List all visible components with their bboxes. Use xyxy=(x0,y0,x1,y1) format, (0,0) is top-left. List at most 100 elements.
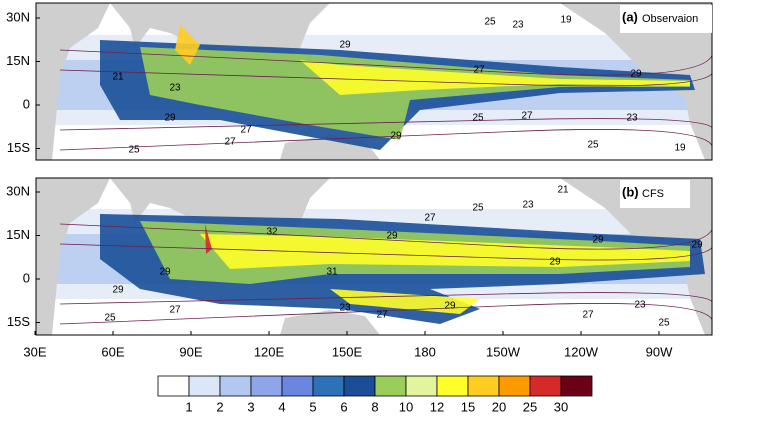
colorbar-box xyxy=(529,375,562,397)
colorbar-label: 12 xyxy=(430,399,444,414)
rain-band xyxy=(330,289,480,314)
contour-label: 25 xyxy=(128,145,140,156)
contour-label: 19 xyxy=(560,15,572,26)
contour-label: 21 xyxy=(557,185,569,196)
lon-label: 90E xyxy=(179,344,202,359)
sst-contour xyxy=(59,118,712,131)
colorbar-label: 4 xyxy=(278,399,285,414)
contour-label: 23 xyxy=(339,303,351,314)
contour-label: 27 xyxy=(240,125,252,136)
sst-contour xyxy=(59,129,712,151)
contour-label: 19 xyxy=(674,143,686,154)
colorbar-label: 2 xyxy=(216,399,223,414)
colorbar-box xyxy=(560,375,593,397)
contour-label: 27 xyxy=(376,310,388,321)
lat-label: 15N xyxy=(6,227,30,242)
contour-label: 29 xyxy=(386,231,398,242)
contour-label: 23 xyxy=(626,113,638,124)
colorbar-label: 3 xyxy=(247,399,254,414)
colorbar-label: 25 xyxy=(523,399,537,414)
contour-label: 27 xyxy=(169,305,181,316)
panels: 25 23 19 29 27 29 21 23 29 27 29 25 27 23 25 25 27 19 (a) O… xyxy=(35,2,713,336)
contour-label: 27 xyxy=(473,65,485,76)
colorbar-label: 30 xyxy=(554,399,568,414)
sst-contour xyxy=(59,69,712,87)
colorbar: 1 2 3 4 5 6 8 10 12 15 20 25 30 xyxy=(157,375,593,414)
lat-label: 30N xyxy=(6,9,30,24)
contour-label: 23 xyxy=(169,83,181,94)
lon-label: 30E xyxy=(23,344,46,359)
map-panel: 25 23 19 29 27 29 21 23 29 27 29 25 27 23 25 25 27 19 xyxy=(36,3,712,160)
panel-frame xyxy=(35,2,713,161)
land-australia xyxy=(280,310,380,335)
lon-label: 60E xyxy=(101,344,124,359)
colorbar-label: 5 xyxy=(309,399,316,414)
colorbar-box xyxy=(157,375,190,397)
land-africa xyxy=(36,178,110,335)
colorbar-box xyxy=(436,375,469,397)
land-americas xyxy=(560,178,712,335)
colorbar-box xyxy=(343,375,376,397)
sst-contour xyxy=(59,243,712,261)
land-americas xyxy=(560,3,712,160)
lat-label: 0 xyxy=(23,96,30,111)
colorbar-box xyxy=(188,375,221,397)
contour-label: 27 xyxy=(582,310,594,321)
lon-label: 180 xyxy=(414,344,436,359)
colorbar-label: 20 xyxy=(492,399,506,414)
contour-label: 29 xyxy=(159,267,171,278)
rain-band xyxy=(140,47,690,140)
colorbar-box xyxy=(467,375,500,397)
rain-band xyxy=(300,60,690,95)
contour-label: 23 xyxy=(512,20,524,31)
contour-label: 25 xyxy=(587,140,599,151)
sst-contour xyxy=(59,49,712,76)
contour-label: 27 xyxy=(424,213,436,224)
contour-label: 29 xyxy=(592,235,604,246)
contour-label: 27 xyxy=(521,111,533,122)
rain-band xyxy=(205,224,212,254)
axes: 30N 15N 0 15S 30N 15N 0 15S 30E 60E 90E 120E 150E 180… xyxy=(6,9,673,359)
colorbar-box xyxy=(405,375,438,397)
contour-label: 29 xyxy=(164,113,176,124)
lat-label: 0 xyxy=(23,270,30,285)
lat-label: 15S xyxy=(7,314,30,329)
rain-band xyxy=(175,25,200,65)
colorbar-box xyxy=(281,375,314,397)
colorbar-box xyxy=(250,375,283,397)
contour-label: 29 xyxy=(444,301,456,312)
contour-label: 21 xyxy=(112,72,124,83)
lon-label: 120E xyxy=(254,344,285,359)
contour-label: 31 xyxy=(326,267,338,278)
colorbar-label: 10 xyxy=(399,399,413,414)
colorbar-label: 15 xyxy=(461,399,475,414)
sst-contour xyxy=(59,292,712,305)
land-africa xyxy=(36,3,110,160)
panel-name: CFS xyxy=(642,188,664,200)
contour-label: 29 xyxy=(691,240,703,251)
lon-label: 150W xyxy=(486,344,521,359)
contour-label: 23 xyxy=(522,200,534,211)
lon-label: 150E xyxy=(332,344,363,359)
contour-label: 27 xyxy=(224,137,236,148)
map-panel: 21 25 23 27 32 29 29 29 29 31 29 29 27 25 23 29 27 23 27 25 xyxy=(36,178,712,335)
contour-label: 29 xyxy=(112,285,124,296)
contour-label: 25 xyxy=(104,313,116,324)
rain-band xyxy=(200,234,690,269)
lat-label: 15S xyxy=(7,140,30,155)
contour-label: 25 xyxy=(472,113,484,124)
contour-label: 25 xyxy=(484,17,496,28)
panel-label: (b) xyxy=(622,184,639,199)
colorbar-label: 1 xyxy=(185,399,192,414)
sst-contour xyxy=(59,303,712,325)
lat-label: 30N xyxy=(6,183,30,198)
colorbar-box xyxy=(374,375,407,397)
colorbar-box xyxy=(498,375,531,397)
sst-contour xyxy=(59,223,712,250)
contour-label: 29 xyxy=(549,257,561,268)
contour-label: 23 xyxy=(634,300,646,311)
lat-label: 15N xyxy=(6,53,30,68)
contour-label: 29 xyxy=(630,69,642,80)
colorbar-box xyxy=(312,375,345,397)
